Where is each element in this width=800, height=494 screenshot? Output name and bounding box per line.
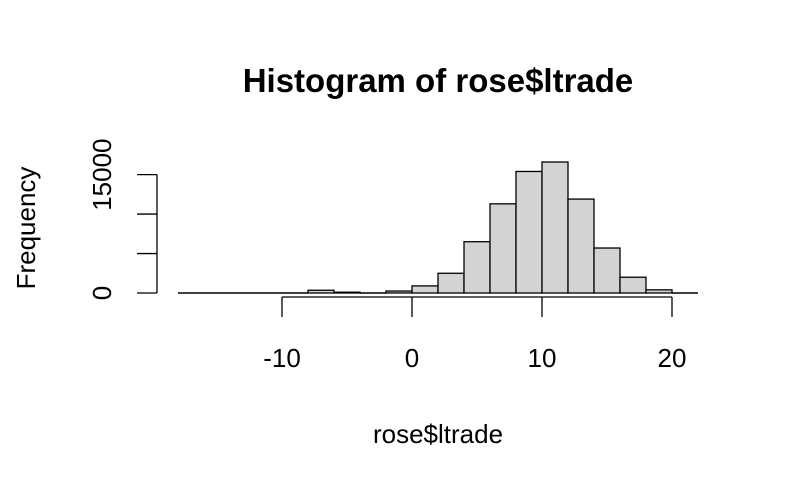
x-tick-label: -10 xyxy=(263,343,301,373)
histogram-bar xyxy=(411,285,439,294)
histogram-bar xyxy=(567,198,595,294)
chart-title: Histogram of rose$ltrade xyxy=(243,62,634,99)
histogram-bar xyxy=(385,290,413,294)
bars-group xyxy=(178,161,698,294)
y-axis-label: Frequency xyxy=(11,167,41,290)
y-tick-label: 0 xyxy=(87,286,117,300)
histogram-bar xyxy=(437,272,465,294)
y-axis: 0 15000 xyxy=(87,138,158,300)
histogram-bar xyxy=(333,291,361,294)
x-tick-label: 0 xyxy=(405,343,419,373)
histogram-bar xyxy=(619,276,647,294)
histogram-bar xyxy=(489,203,517,294)
histogram-bar xyxy=(463,241,491,294)
x-axis: -10 0 10 20 xyxy=(263,296,687,373)
histogram-bar xyxy=(645,289,673,294)
x-axis-label: rose$ltrade xyxy=(373,419,503,449)
histogram-bar xyxy=(541,161,569,294)
x-tick-label: 20 xyxy=(658,343,687,373)
histogram-bar xyxy=(593,247,621,294)
histogram-bar xyxy=(307,289,335,294)
histogram-bar xyxy=(515,170,543,294)
x-tick-label: 10 xyxy=(528,343,557,373)
y-tick-label: 15000 xyxy=(87,138,117,210)
